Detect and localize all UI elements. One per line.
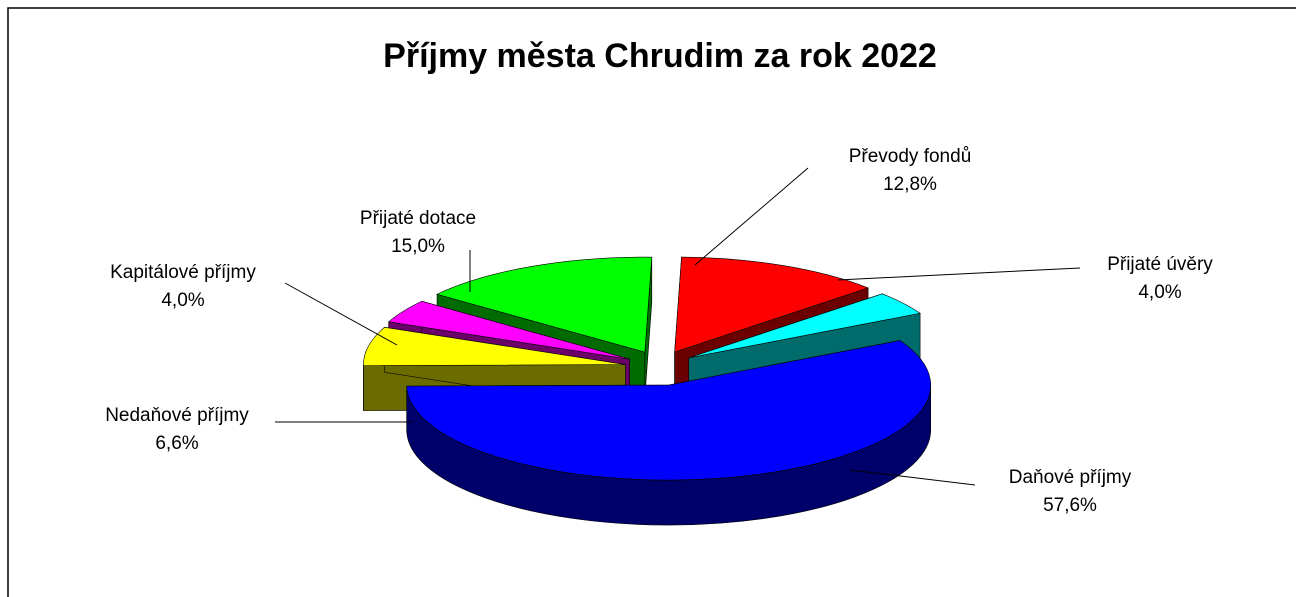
leader-line — [694, 167, 809, 266]
leader-line — [837, 267, 1081, 281]
slice-top — [406, 340, 931, 481]
slice-label: Nedaňové příjmy — [105, 405, 249, 426]
slice-top — [363, 326, 626, 366]
slice-value: 6,6% — [155, 433, 198, 454]
slice-value: 4,0% — [1138, 282, 1181, 303]
slice-top — [688, 293, 921, 359]
slice-top — [387, 300, 630, 360]
slice-top — [674, 256, 869, 353]
slice-label: Přijaté úvěry — [1107, 254, 1213, 275]
slice-label: Převody fondů — [849, 146, 972, 167]
leader-line — [284, 282, 398, 346]
chart-title: Příjmy města Chrudim za rok 2022 — [383, 37, 937, 75]
slice-value: 4,0% — [161, 290, 204, 311]
slice-label: Přijaté dotace — [360, 208, 476, 229]
leader-line — [849, 469, 976, 486]
slice-label: Daňové příjmy — [1009, 467, 1132, 488]
slice-value: 12,8% — [883, 174, 937, 195]
slice-label: Kapitálové příjmy — [110, 262, 256, 283]
slice-top — [436, 256, 653, 353]
slice-value: 57,6% — [1043, 495, 1097, 516]
slice-value: 15,0% — [391, 236, 445, 257]
chart-frame — [7, 7, 1296, 597]
slice — [406, 340, 932, 526]
